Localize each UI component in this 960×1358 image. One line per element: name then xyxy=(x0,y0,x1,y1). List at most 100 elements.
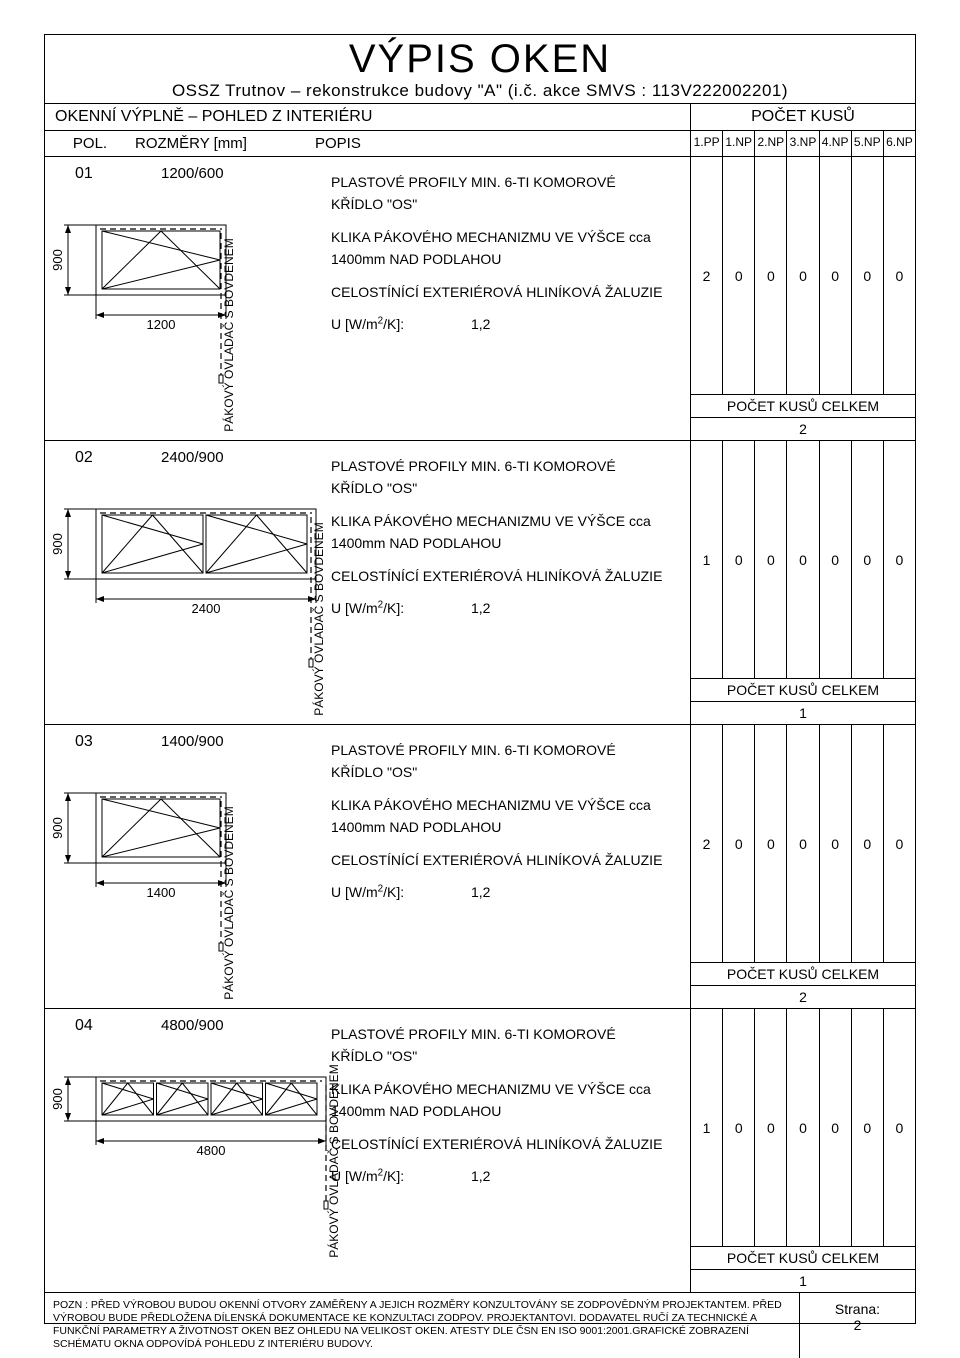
item-dimensions: 4800/900 xyxy=(161,1017,224,1034)
page-number: 2 xyxy=(804,1317,911,1333)
count-cell: 0 xyxy=(786,157,818,394)
item-total-box: POČET KUSŮ CELKEM 1 xyxy=(690,1246,915,1292)
item-counts: 1000000 xyxy=(690,1009,915,1246)
total-value: 2 xyxy=(691,986,915,1008)
svg-text:PÁKOVÝ OVLADAČ S BOVDENEM: PÁKOVÝ OVLADAČ S BOVDENEM xyxy=(326,1064,341,1257)
item-counts: 1000000 xyxy=(690,441,915,678)
window-item: 03 1400/900 900 1400 PÁKOVÝ OVLADAČ S BOVD… xyxy=(45,725,915,1009)
page-subtitle: OSSZ Trutnov – rekonstrukce budovy "A" (… xyxy=(45,81,915,101)
count-cell: 0 xyxy=(722,1009,754,1246)
count-cell: 1 xyxy=(691,441,722,678)
svg-text:4800: 4800 xyxy=(197,1143,226,1158)
u-value: 1,2 xyxy=(471,313,490,335)
count-cell: 0 xyxy=(851,725,883,962)
svg-text:900: 900 xyxy=(50,249,65,271)
count-cell: 0 xyxy=(819,157,851,394)
total-label: POČET KUSŮ CELKEM xyxy=(691,395,915,418)
u-value: 1,2 xyxy=(471,1165,490,1187)
window-item: 02 2400/900 9002400PÁKOVÝ OVLADAČ S BOVD… xyxy=(45,441,915,725)
u-label: U [W/m2/K]: xyxy=(331,1165,471,1187)
total-label: POČET KUSŮ CELKEM xyxy=(691,679,915,702)
floor-header: 3.NP xyxy=(786,131,818,156)
item-pol: 03 xyxy=(75,733,93,751)
item-total-box: POČET KUSŮ CELKEM 2 xyxy=(690,962,915,1008)
count-cell: 0 xyxy=(851,157,883,394)
floor-header: 1.NP xyxy=(722,131,754,156)
u-value: 1,2 xyxy=(471,881,490,903)
item-description: PLASTOVÉ PROFILY MIN. 6-TI KOMOROVÉKŘÍDL… xyxy=(331,165,684,390)
total-value: 1 xyxy=(691,1270,915,1292)
item-counts: 2000000 xyxy=(690,725,915,962)
count-cell: 0 xyxy=(754,441,786,678)
drawing-frame: VÝPIS OKEN OSSZ Trutnov – rekonstrukce b… xyxy=(44,34,916,1324)
count-cell: 0 xyxy=(819,1009,851,1246)
section-header-row: OKENNÍ VÝPLNĚ – POHLED Z INTERIÉRU POČET… xyxy=(45,104,915,131)
svg-text:2400: 2400 xyxy=(192,601,221,616)
footer-note: POZN : PŘED VÝROBOU BUDOU OKENNÍ OTVORY … xyxy=(45,1293,800,1358)
svg-text:900: 900 xyxy=(50,1088,65,1110)
window-drawing: 9004800PÁKOVÝ OVLADAČ S BOVDENEM xyxy=(51,1037,351,1237)
window-item: 01 1200/600 9001200PÁKOVÝ OVLADAČ S BOVD… xyxy=(45,157,915,441)
count-cell: 0 xyxy=(754,725,786,962)
count-cell: 0 xyxy=(883,1009,915,1246)
floor-header: 2.NP xyxy=(754,131,786,156)
count-cell: 0 xyxy=(883,157,915,394)
window-drawing: 9002400PÁKOVÝ OVLADAČ S BOVDENEM xyxy=(51,469,351,669)
col-pol: POL. xyxy=(45,135,135,152)
count-cell: 2 xyxy=(691,157,722,394)
page-number-box: Strana: 2 xyxy=(800,1293,915,1358)
count-header: POČET KUSŮ xyxy=(690,104,915,130)
window-drawing: 9001200PÁKOVÝ OVLADAČ S BOVDENEM xyxy=(51,185,351,385)
item-total-box: POČET KUSŮ CELKEM 2 xyxy=(690,394,915,440)
page-title: VÝPIS OKEN xyxy=(45,39,915,79)
count-cell: 0 xyxy=(851,441,883,678)
page-label: Strana: xyxy=(804,1301,911,1317)
svg-text:PÁKOVÝ OVLADAČ S BOVDENEM: PÁKOVÝ OVLADAČ S BOVDENEM xyxy=(221,806,236,999)
count-cell: 0 xyxy=(786,1009,818,1246)
count-cell: 0 xyxy=(754,1009,786,1246)
u-value: 1,2 xyxy=(471,597,490,619)
svg-text:900: 900 xyxy=(50,533,65,555)
count-cell: 0 xyxy=(786,441,818,678)
item-description: PLASTOVÉ PROFILY MIN. 6-TI KOMOROVÉKŘÍDL… xyxy=(331,449,684,674)
footer: POZN : PŘED VÝROBOU BUDOU OKENNÍ OTVORY … xyxy=(45,1293,915,1358)
svg-text:1400: 1400 xyxy=(147,885,176,900)
total-value: 2 xyxy=(691,418,915,440)
floor-header: 5.NP xyxy=(851,131,883,156)
floor-header: 4.NP xyxy=(819,131,851,156)
svg-text:900: 900 xyxy=(50,817,65,839)
item-dimensions: 1400/900 xyxy=(161,733,224,750)
column-header-row: POL. ROZMĚRY [mm] POPIS 1.PP1.NP2.NP3.NP… xyxy=(45,131,915,157)
count-cell: 0 xyxy=(819,441,851,678)
count-cell: 0 xyxy=(722,157,754,394)
count-cell: 0 xyxy=(722,441,754,678)
floor-headers: 1.PP1.NP2.NP3.NP4.NP5.NP6.NP xyxy=(690,131,915,156)
count-cell: 0 xyxy=(754,157,786,394)
window-drawing: 9001400PÁKOVÝ OVLADAČ S BOVDENEM xyxy=(51,753,351,953)
u-label: U [W/m2/K]: xyxy=(331,881,471,903)
u-label: U [W/m2/K]: xyxy=(331,597,471,619)
count-cell: 0 xyxy=(851,1009,883,1246)
window-item: 04 4800/900 9004800PÁKOVÝ OVLADAČ S BOVD… xyxy=(45,1009,915,1293)
item-description: PLASTOVÉ PROFILY MIN. 6-TI KOMOROVÉKŘÍDL… xyxy=(331,733,684,958)
count-cell: 0 xyxy=(722,725,754,962)
count-cell: 1 xyxy=(691,1009,722,1246)
item-dimensions: 2400/900 xyxy=(161,449,224,466)
svg-text:PÁKOVÝ OVLADAČ S BOVDENEM: PÁKOVÝ OVLADAČ S BOVDENEM xyxy=(221,238,236,431)
count-cell: 0 xyxy=(883,441,915,678)
col-desc: POPIS xyxy=(315,135,690,152)
count-cell: 0 xyxy=(883,725,915,962)
title-block: VÝPIS OKEN OSSZ Trutnov – rekonstrukce b… xyxy=(45,35,915,104)
section-header: OKENNÍ VÝPLNĚ – POHLED Z INTERIÉRU xyxy=(45,104,690,130)
floor-header: 1.PP xyxy=(691,131,722,156)
col-dim: ROZMĚRY [mm] xyxy=(135,135,315,152)
u-label: U [W/m2/K]: xyxy=(331,313,471,335)
count-cell: 0 xyxy=(819,725,851,962)
item-counts: 2000000 xyxy=(690,157,915,394)
sheet: VÝPIS OKEN OSSZ Trutnov – rekonstrukce b… xyxy=(0,0,960,1358)
item-dimensions: 1200/600 xyxy=(161,165,224,182)
count-cell: 2 xyxy=(691,725,722,962)
total-label: POČET KUSŮ CELKEM xyxy=(691,963,915,986)
item-pol: 02 xyxy=(75,449,93,467)
total-label: POČET KUSŮ CELKEM xyxy=(691,1247,915,1270)
